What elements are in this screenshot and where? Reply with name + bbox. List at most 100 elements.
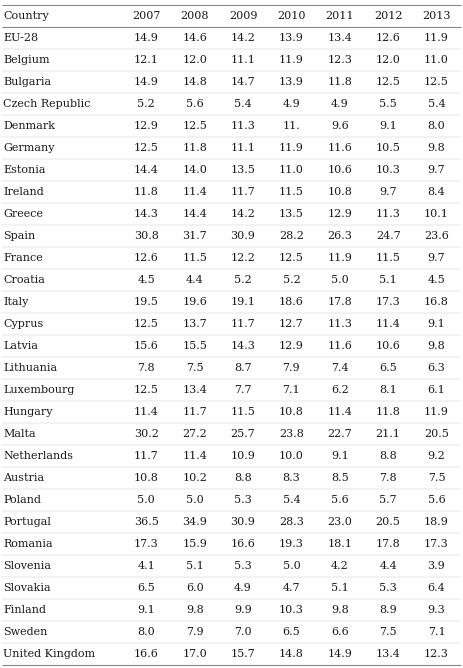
- Text: 6.3: 6.3: [428, 363, 445, 373]
- Text: 5.1: 5.1: [379, 275, 397, 285]
- Text: Belgium: Belgium: [3, 55, 50, 65]
- Text: 11.7: 11.7: [182, 407, 207, 417]
- Text: 5.6: 5.6: [186, 100, 204, 110]
- Text: 24.7: 24.7: [376, 231, 400, 241]
- Text: 25.7: 25.7: [231, 429, 256, 439]
- Text: 2008: 2008: [181, 11, 209, 21]
- Text: 4.9: 4.9: [234, 582, 252, 593]
- Text: 19.5: 19.5: [134, 297, 159, 307]
- Text: 7.5: 7.5: [379, 627, 397, 637]
- Text: 10.9: 10.9: [231, 451, 256, 461]
- Text: 6.2: 6.2: [331, 385, 349, 395]
- Text: 5.7: 5.7: [379, 495, 397, 505]
- Text: 4.1: 4.1: [138, 560, 155, 570]
- Text: 6.0: 6.0: [186, 582, 204, 593]
- Text: 12.5: 12.5: [424, 77, 449, 88]
- Text: 18.6: 18.6: [279, 297, 304, 307]
- Text: 17.8: 17.8: [376, 539, 400, 549]
- Text: 2010: 2010: [277, 11, 306, 21]
- Text: 13.9: 13.9: [279, 33, 304, 43]
- Text: 4.9: 4.9: [331, 100, 349, 110]
- Text: 5.4: 5.4: [282, 495, 300, 505]
- Text: 20.5: 20.5: [424, 429, 449, 439]
- Text: Bulgaria: Bulgaria: [3, 77, 51, 88]
- Text: 11.1: 11.1: [231, 143, 256, 153]
- Text: 12.6: 12.6: [375, 33, 400, 43]
- Text: 8.5: 8.5: [331, 473, 349, 483]
- Text: 10.8: 10.8: [134, 473, 159, 483]
- Text: 4.4: 4.4: [379, 560, 397, 570]
- Text: Latvia: Latvia: [3, 341, 38, 351]
- Text: 14.3: 14.3: [134, 209, 159, 219]
- Text: 10.8: 10.8: [327, 187, 352, 197]
- Text: 11.9: 11.9: [424, 33, 449, 43]
- Text: 17.3: 17.3: [376, 297, 400, 307]
- Text: 11.4: 11.4: [327, 407, 352, 417]
- Text: 9.3: 9.3: [428, 605, 445, 615]
- Text: 11.5: 11.5: [375, 253, 400, 263]
- Text: 5.1: 5.1: [331, 582, 349, 593]
- Text: 14.0: 14.0: [182, 165, 207, 175]
- Text: 5.3: 5.3: [234, 560, 252, 570]
- Text: 15.7: 15.7: [231, 649, 256, 659]
- Text: 9.1: 9.1: [379, 121, 397, 131]
- Text: 8.8: 8.8: [379, 451, 397, 461]
- Text: 11.9: 11.9: [327, 253, 352, 263]
- Text: 13.4: 13.4: [182, 385, 207, 395]
- Text: 7.9: 7.9: [282, 363, 300, 373]
- Text: Cyprus: Cyprus: [3, 319, 44, 329]
- Text: Slovakia: Slovakia: [3, 582, 51, 593]
- Text: 27.2: 27.2: [182, 429, 207, 439]
- Text: 17.0: 17.0: [182, 649, 207, 659]
- Text: Romania: Romania: [3, 539, 53, 549]
- Text: 10.2: 10.2: [182, 473, 207, 483]
- Text: 14.9: 14.9: [327, 649, 352, 659]
- Text: 14.9: 14.9: [134, 77, 159, 88]
- Text: 10.8: 10.8: [279, 407, 304, 417]
- Text: 5.4: 5.4: [428, 100, 445, 110]
- Text: EU-28: EU-28: [3, 33, 38, 43]
- Text: Austria: Austria: [3, 473, 44, 483]
- Text: 12.5: 12.5: [134, 143, 159, 153]
- Text: 4.7: 4.7: [282, 582, 300, 593]
- Text: 8.0: 8.0: [428, 121, 445, 131]
- Text: 4.2: 4.2: [331, 560, 349, 570]
- Text: 11.8: 11.8: [327, 77, 352, 88]
- Text: 19.3: 19.3: [279, 539, 304, 549]
- Text: 5.6: 5.6: [331, 495, 349, 505]
- Text: 12.0: 12.0: [375, 55, 400, 65]
- Text: Portugal: Portugal: [3, 517, 51, 527]
- Text: Greece: Greece: [3, 209, 43, 219]
- Text: 15.9: 15.9: [182, 539, 207, 549]
- Text: 5.2: 5.2: [234, 275, 252, 285]
- Text: 11.1: 11.1: [231, 55, 256, 65]
- Text: 9.8: 9.8: [186, 605, 204, 615]
- Text: 11.5: 11.5: [182, 253, 207, 263]
- Text: 2009: 2009: [229, 11, 257, 21]
- Text: 5.1: 5.1: [186, 560, 204, 570]
- Text: 11.0: 11.0: [279, 165, 304, 175]
- Text: 12.0: 12.0: [182, 55, 207, 65]
- Text: 11.5: 11.5: [279, 187, 304, 197]
- Text: 9.7: 9.7: [428, 253, 445, 263]
- Text: 10.6: 10.6: [327, 165, 352, 175]
- Text: 11.0: 11.0: [424, 55, 449, 65]
- Text: 4.9: 4.9: [282, 100, 300, 110]
- Text: 7.1: 7.1: [282, 385, 300, 395]
- Text: 11.4: 11.4: [375, 319, 400, 329]
- Text: 5.0: 5.0: [331, 275, 349, 285]
- Text: 14.9: 14.9: [134, 33, 159, 43]
- Text: 16.6: 16.6: [231, 539, 256, 549]
- Text: 11.7: 11.7: [231, 187, 256, 197]
- Text: Denmark: Denmark: [3, 121, 55, 131]
- Text: Luxembourg: Luxembourg: [3, 385, 75, 395]
- Text: 11.7: 11.7: [231, 319, 256, 329]
- Text: 9.1: 9.1: [331, 451, 349, 461]
- Text: 12.6: 12.6: [134, 253, 159, 263]
- Text: 30.8: 30.8: [134, 231, 159, 241]
- Text: 6.5: 6.5: [282, 627, 300, 637]
- Text: 14.7: 14.7: [231, 77, 256, 88]
- Text: 12.5: 12.5: [134, 319, 159, 329]
- Text: 6.5: 6.5: [379, 363, 397, 373]
- Text: United Kingdom: United Kingdom: [3, 649, 95, 659]
